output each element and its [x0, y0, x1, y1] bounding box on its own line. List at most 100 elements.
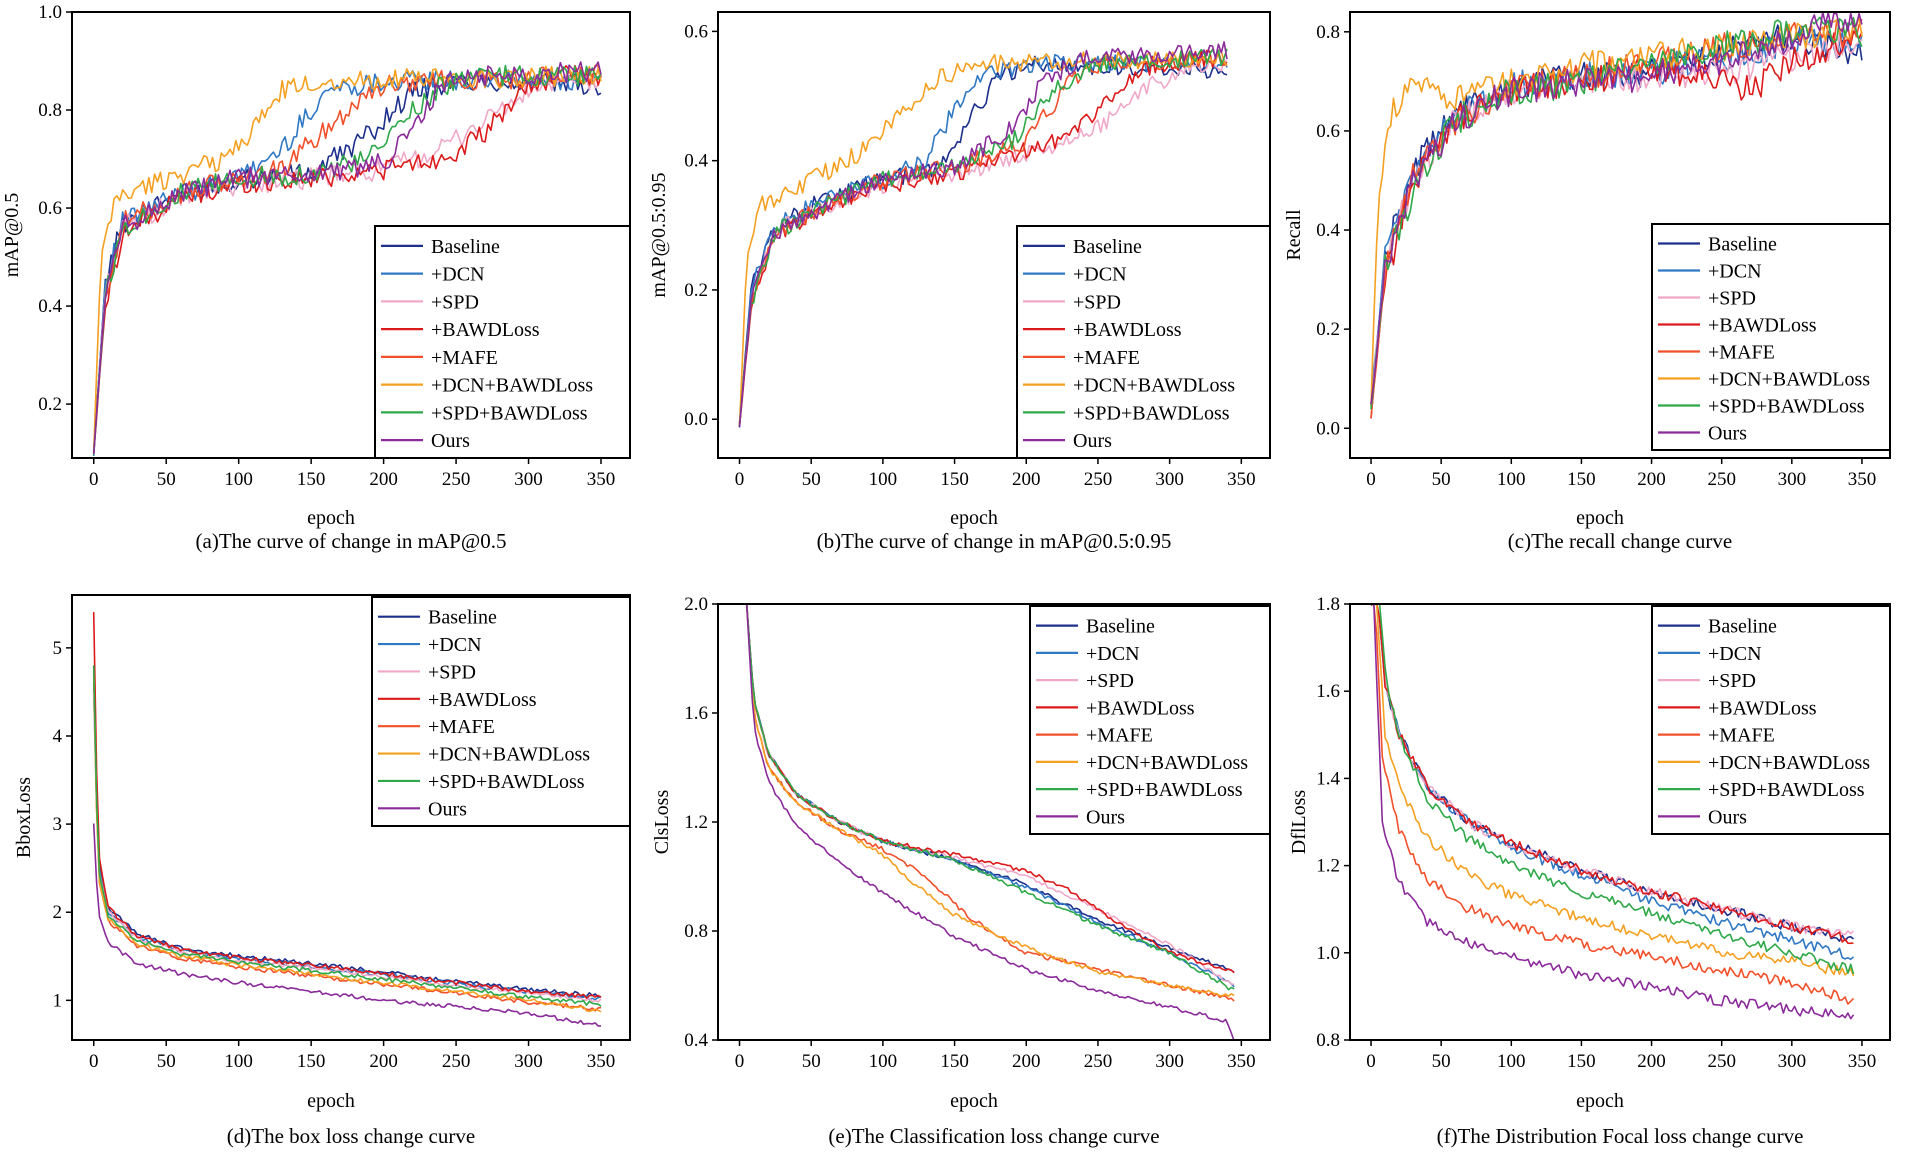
chart-a: 0 50 100 150 200 250 300 350 0.2 0.4 0.6 0.8 1.0 epoc… — [1, 2, 631, 553]
x-tick-label: 100 — [224, 1051, 253, 1072]
y-axis-label: ClsLoss — [651, 790, 673, 855]
x-tick-label: 300 — [1778, 1051, 1807, 1072]
y-tick-label: 0.6 — [684, 21, 708, 42]
legend-box — [1016, 225, 1271, 459]
legend-label: +BAWDLoss — [1708, 697, 1817, 719]
legend-label: Ours — [1073, 430, 1112, 452]
series-line--dcn-bawdloss — [92, 65, 602, 453]
y-axis-label: mAP@0.5 — [1, 193, 23, 278]
x-tick-label: 50 — [157, 1051, 176, 1072]
x-tick-label: 50 — [1432, 1051, 1451, 1072]
y-tick-label: 0.4 — [1316, 220, 1340, 241]
legend-label: Ours — [1708, 806, 1747, 828]
x-tick-label: 200 — [1012, 469, 1041, 490]
x-tick-label: 150 — [1567, 469, 1596, 490]
legend-label: +SPD — [431, 291, 479, 313]
series-line--bawdloss — [1370, 604, 1854, 945]
y-tick-label: 1.6 — [1316, 681, 1340, 702]
x-tick-label: 300 — [1155, 1051, 1184, 1072]
legend-box — [371, 596, 631, 827]
y-tick-label: 0.8 — [38, 100, 62, 121]
x-axis-label: epoch — [950, 507, 998, 529]
series-line--spd-bawdloss — [745, 604, 1235, 991]
series-line--dcn-bawdloss — [1370, 604, 1855, 977]
legend-label: Baseline — [431, 236, 500, 258]
y-tick-label: 1.2 — [1316, 856, 1340, 877]
x-tick-label: 250 — [442, 469, 471, 490]
y-tick-label: 1.2 — [684, 812, 708, 833]
x-tick-label: 100 — [869, 469, 898, 490]
legend-box — [1651, 223, 1891, 451]
y-tick-label: 4 — [53, 726, 63, 747]
legend: Baseline+DCN+SPD+BAWDLoss+MAFE+DCN+BAWDL… — [374, 225, 631, 459]
x-tick-label: 200 — [369, 469, 398, 490]
legend-label: +MAFE — [1086, 725, 1153, 747]
chart-caption: (f)The Distribution Focal loss change cu… — [1437, 1124, 1804, 1148]
x-tick-label: 200 — [369, 1051, 398, 1072]
x-axis-label: epoch — [1576, 1090, 1624, 1112]
x-tick-label: 150 — [1567, 1051, 1596, 1072]
legend-label: +SPD — [1073, 291, 1121, 313]
x-tick-label: 350 — [1848, 1051, 1877, 1072]
x-tick-label: 300 — [514, 1051, 543, 1072]
y-axis-label: mAP@0.5:0.95 — [648, 172, 670, 297]
legend-label: +MAFE — [1708, 342, 1775, 364]
legend-label: +SPD — [1708, 670, 1756, 692]
x-tick-label: 100 — [869, 1051, 898, 1072]
x-tick-label: 250 — [1084, 1051, 1113, 1072]
x-tick-label: 350 — [1227, 469, 1256, 490]
series-line--spd-bawdloss — [92, 665, 602, 1007]
legend-label: +MAFE — [1708, 725, 1775, 747]
y-tick-label: 0.8 — [1316, 1030, 1340, 1051]
legend-label: +BAWDLoss — [431, 319, 540, 341]
x-tick-label: 50 — [802, 1051, 821, 1072]
legend-label: +SPD+BAWDLoss — [1086, 779, 1243, 801]
legend-label: Baseline — [1086, 616, 1155, 638]
legend-label: Baseline — [1708, 234, 1777, 256]
y-tick-label: 0.2 — [38, 394, 62, 415]
x-tick-label: 0 — [89, 469, 99, 490]
chart-caption: (c)The recall change curve — [1508, 529, 1732, 553]
x-tick-label: 250 — [1707, 469, 1736, 490]
y-tick-label: 0.0 — [1316, 418, 1340, 439]
legend: Baseline+DCN+SPD+BAWDLoss+MAFE+DCN+BAWDL… — [1651, 605, 1891, 835]
x-tick-label: 300 — [1778, 469, 1807, 490]
x-axis-label: epoch — [1576, 507, 1624, 529]
legend-label: Baseline — [1073, 236, 1142, 258]
x-tick-label: 150 — [297, 469, 326, 490]
chart-caption: (a)The curve of change in mAP@0.5 — [196, 529, 507, 553]
series-group — [738, 41, 1228, 428]
legend-box — [1651, 605, 1891, 835]
legend-label: +DCN — [1708, 643, 1762, 665]
legend-label: +SPD+BAWDLoss — [1708, 779, 1865, 801]
x-tick-label: 50 — [157, 469, 176, 490]
y-tick-label: 0.6 — [1316, 121, 1340, 142]
x-tick-label: 150 — [940, 469, 969, 490]
y-tick-label: 1.4 — [1316, 768, 1340, 789]
legend-label: Ours — [431, 430, 470, 452]
legend-label: +BAWDLoss — [1708, 315, 1817, 337]
x-tick-label: 350 — [587, 1051, 616, 1072]
legend-label: +MAFE — [1073, 347, 1140, 369]
y-tick-label: 0.2 — [684, 280, 708, 301]
chart-e: 0 50 100 150 200 250 300 350 0.4 0.8 1.2 1.6 2.0 epoc… — [651, 594, 1271, 1148]
y-tick-label: 1.8 — [1316, 594, 1340, 615]
chart-d: 0 50 100 150 200 250 300 350 1 2 3 4 5 epoch BboxLoss (… — [13, 594, 631, 1148]
x-tick-label: 300 — [514, 469, 543, 490]
x-tick-label: 0 — [735, 469, 745, 490]
chart-b: 0 50 100 150 200 250 300 350 0.0 0.2 0.4 0.6 epoch mA… — [648, 11, 1271, 553]
legend-label: +DCN — [1086, 643, 1140, 665]
series-line--mafe — [1370, 604, 1855, 1005]
legend: Baseline+DCN+SPD+BAWDLoss+MAFE+DCN+BAWDL… — [1651, 223, 1891, 451]
series-line--spd — [738, 57, 1228, 425]
legend-label: Ours — [428, 798, 467, 820]
legend-label: Baseline — [1708, 616, 1777, 638]
series-line-ours — [738, 41, 1228, 427]
y-axis-label: BboxLoss — [13, 777, 35, 858]
series-line-ours — [92, 61, 602, 455]
x-tick-label: 0 — [1366, 469, 1376, 490]
series-line--spd-bawdloss — [1370, 16, 1863, 410]
y-tick-label: 0.8 — [684, 921, 708, 942]
x-tick-label: 200 — [1637, 469, 1666, 490]
